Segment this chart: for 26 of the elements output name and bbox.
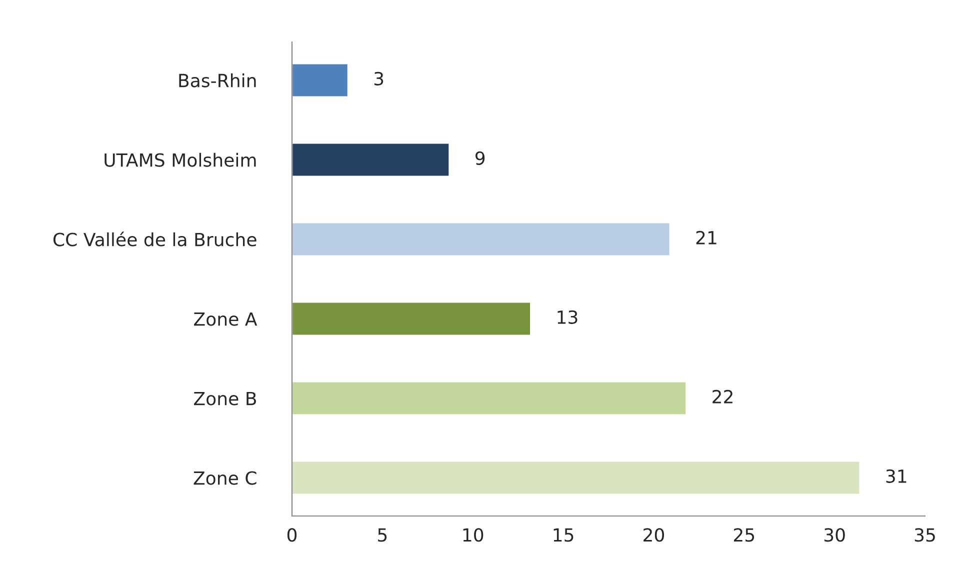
x-tick-label: 30 [824,528,845,542]
y-tick-label: Zone A [194,312,258,326]
x-tick-label: 35 [914,528,935,542]
y-tick-label: Bas-Rhin [179,73,256,88]
bar [292,62,349,98]
y-tick-label: Zone C [194,471,256,485]
data-label: 22 [712,390,732,404]
bar [292,301,532,336]
x-tick-label: 10 [463,528,484,542]
data-label: 9 [475,151,485,165]
x-tick-label: 0 [287,528,297,542]
bar [292,222,671,257]
data-label: 31 [886,469,906,483]
bar [292,142,450,178]
x-tick-label: 5 [378,528,387,542]
bar [292,380,687,416]
y-tick-label: UTAMS Molsheim [104,152,256,167]
x-tick-label: 15 [554,528,574,542]
bar [292,460,861,496]
data-label: 13 [558,310,578,324]
y-tick-label: CC Vallée de la Bruche [53,232,256,246]
x-tick-label: 25 [734,528,754,542]
x-tick-label: 20 [644,528,664,542]
y-tick-label: Zone B [194,392,256,406]
data-label: 21 [696,230,716,244]
data-label: 3 [374,72,384,86]
